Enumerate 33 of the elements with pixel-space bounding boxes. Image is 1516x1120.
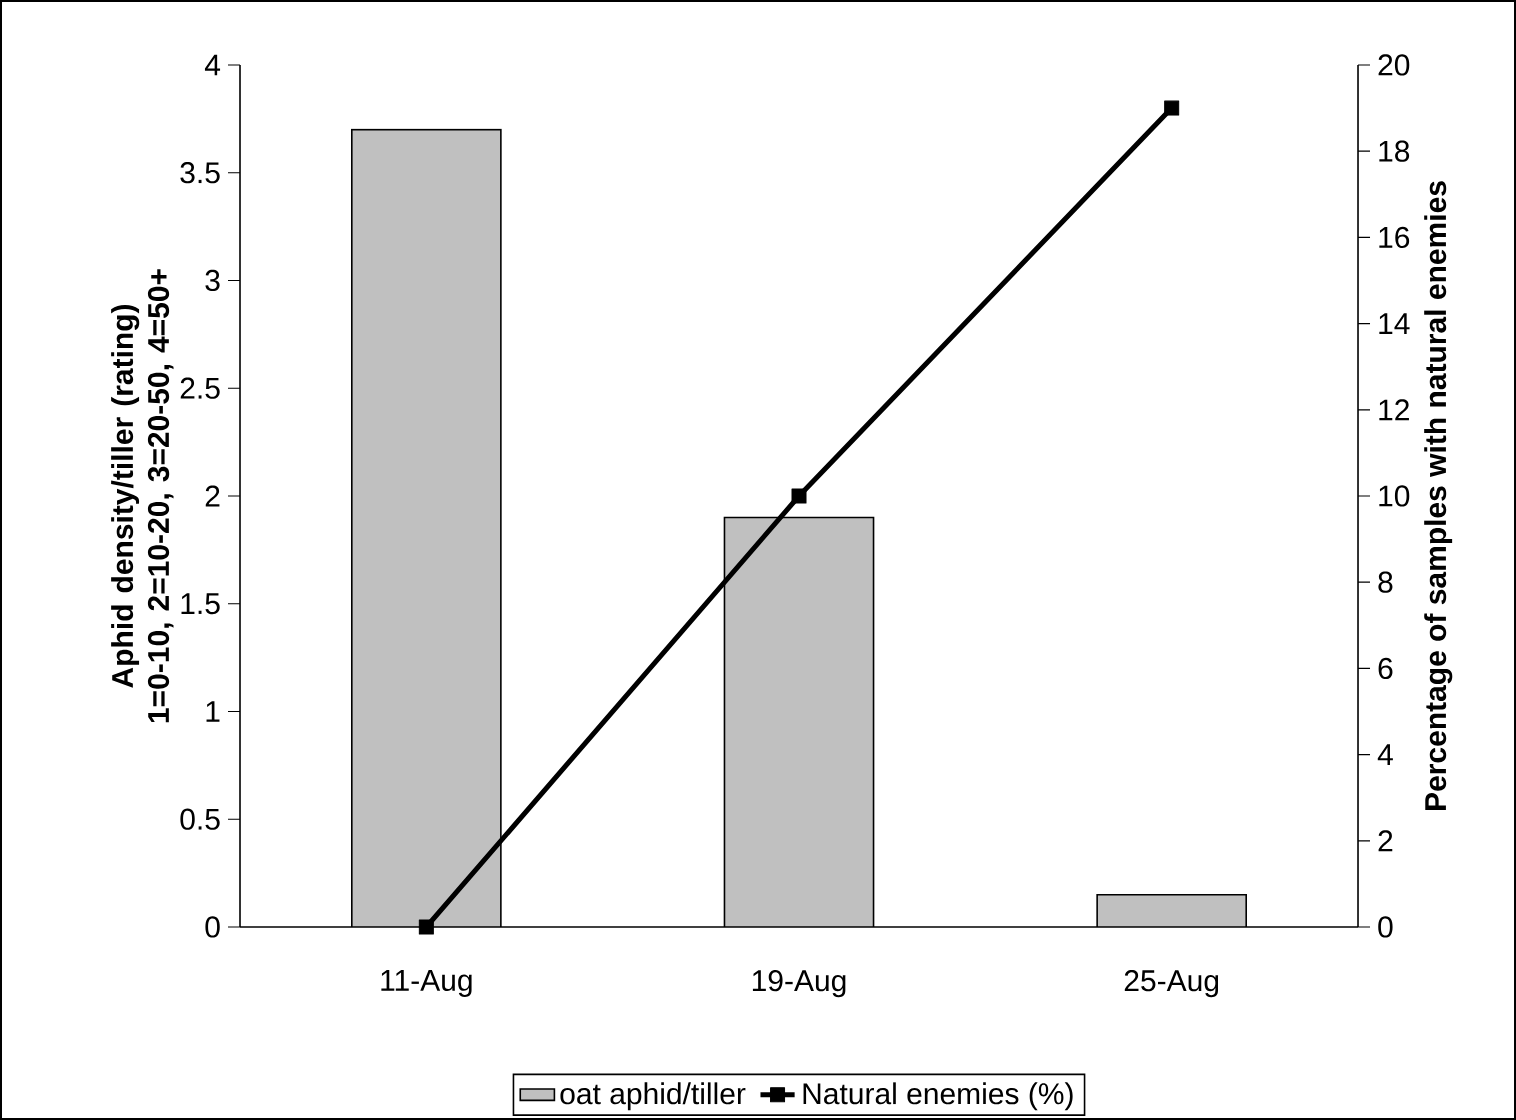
point [791,488,807,504]
y2-tick-label: 12 [1379,399,1409,421]
y2-axis-title: Percentage of samples with natural enemies [1424,181,1453,810]
y2-tick-label: 6 [1378,657,1393,680]
y2-tick-label: 10 [1379,485,1410,507]
y-tick-label: 2 [205,485,220,507]
y2-tick-label: 18 [1379,140,1410,162]
point [418,919,434,935]
bar [351,129,501,927]
x-tick-label: 19-Aug [752,970,846,998]
y-tick-label: 3 [205,269,220,292]
legend-label: oat aphid/tiller [560,1082,746,1111]
y2-tick-label: 2 [1378,830,1393,852]
bar [724,517,874,927]
x-tick-label: 25-Aug [1124,970,1219,998]
y2-tick-label: 20 [1378,54,1410,76]
y-tick-label: 1 [206,701,220,722]
bar [1096,893,1248,927]
y-tick-label: 1.5 [181,593,220,615]
y-tick-label: 3.5 [180,162,220,184]
y2-tick-label: 16 [1379,226,1410,248]
y2-tick-label: 8 [1378,571,1393,593]
y-axis-title: Aphid density/tiller (rating) 1=0-10, 2=10-20, 3=20-50, 4=50+ [111,269,174,723]
y-tick-label: 0.5 [180,808,220,830]
legend-label: Natural enemies (%) [803,1082,1073,1111]
y2-tick-label: 4 [1377,744,1393,765]
y2-tick-label: 14 [1379,313,1410,334]
y-tick-label: 0 [205,916,220,938]
y-tick-label: 4 [204,54,221,76]
x-tick-label: 11-Aug [381,970,472,997]
point [1164,100,1180,116]
y2-tick-label: 0 [1378,916,1393,938]
y-tick-label: 2.5 [180,377,220,399]
